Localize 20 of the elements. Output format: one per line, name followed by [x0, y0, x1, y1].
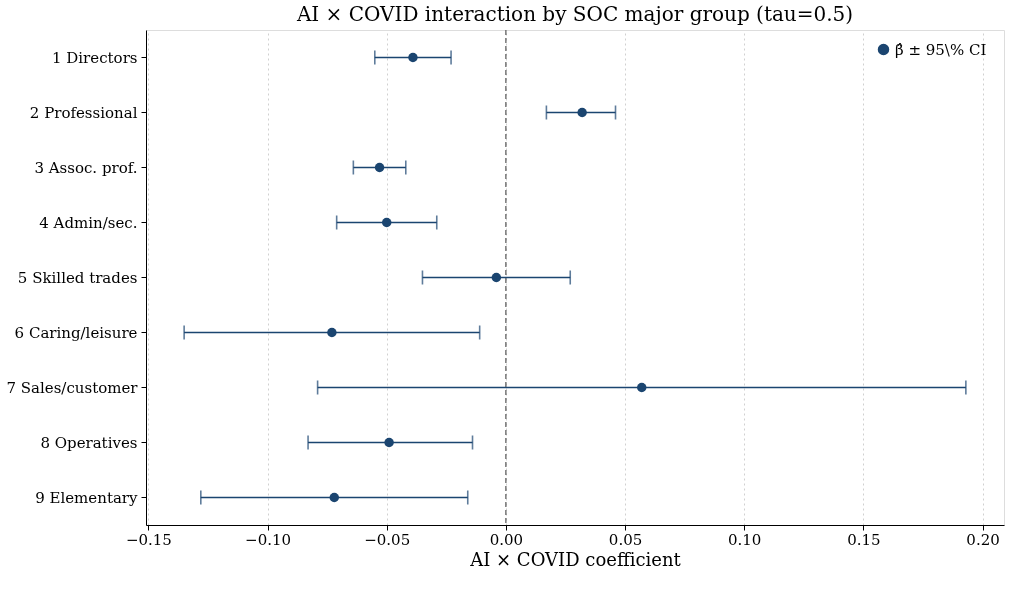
legend-label: β̂ ± 95\% CI — [895, 40, 987, 59]
y-tick-label: 4 Admin/sec. — [39, 213, 138, 232]
y-tick-label: 6 Caring/leisure — [14, 323, 138, 342]
x-tick-label: −0.10 — [245, 530, 292, 549]
y-tick-label: 1 Directors — [51, 48, 138, 67]
x-tick-label: −0.15 — [125, 530, 172, 549]
y-tick-label: 2 Professional — [29, 103, 138, 122]
x-axis-title: AI × COVID coefficient — [469, 548, 682, 570]
x-tick-label: 0.15 — [847, 530, 881, 549]
x-tick-label: 0.05 — [608, 530, 643, 549]
chart-title: AI × COVID interaction by SOC major group (tau=0.5) — [295, 2, 854, 27]
x-tick-label: 0.20 — [966, 530, 1000, 549]
x-tick-label: 0.00 — [489, 530, 524, 549]
y-tick-label: 7 Sales/customer — [6, 378, 139, 397]
y-tick-label: 8 Operatives — [40, 433, 138, 452]
y-tick-label: 5 Skilled trades — [17, 268, 138, 287]
x-tick-label: −0.05 — [364, 530, 411, 549]
x-tick-label: 0.10 — [728, 530, 762, 549]
y-tick-label: 3 Assoc. prof. — [34, 158, 138, 177]
y-tick-label: 9 Elementary — [35, 488, 139, 507]
